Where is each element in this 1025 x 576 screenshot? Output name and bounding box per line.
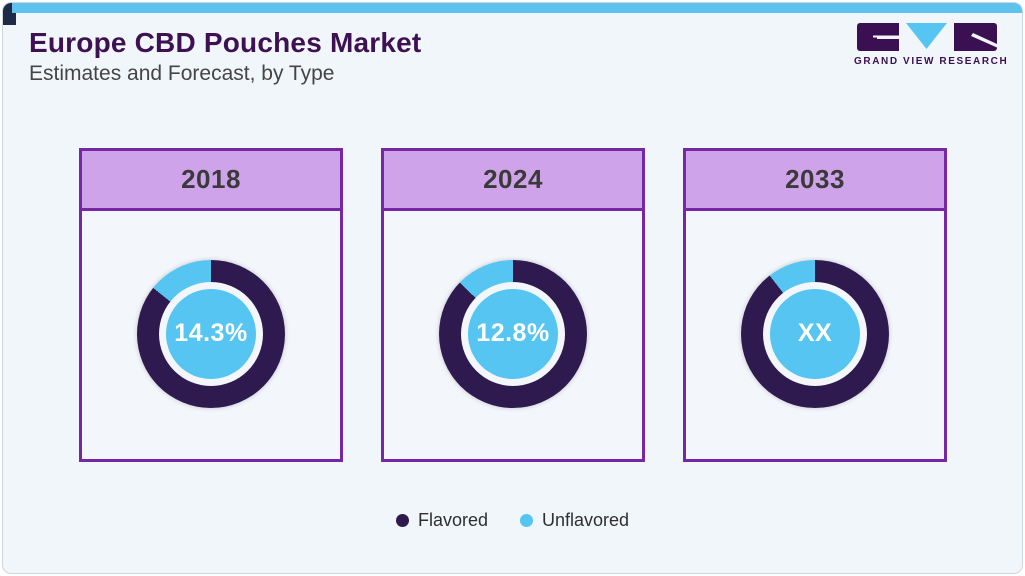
chart-legend: Flavored Unflavored — [3, 510, 1022, 531]
year-card-2024: 2024 12.8% — [381, 148, 645, 462]
donut-center-circle: 14.3% — [166, 288, 256, 379]
donut-chart-2033: XX — [741, 259, 889, 408]
year-card-body-2018: 14.3% — [82, 211, 340, 456]
year-card-body-2024: 12.8% — [384, 211, 642, 456]
donut-center-circle: XX — [770, 288, 860, 379]
donut-center-value: XX — [797, 319, 833, 347]
year-label: 2024 — [483, 164, 543, 194]
gvr-logo-text: GRAND VIEW RESEARCH — [854, 56, 1009, 67]
legend-dot-unflavored — [519, 514, 533, 527]
legend-item-flavored: Flavored — [395, 510, 488, 531]
year-card-2033: 2033 XX — [683, 148, 947, 462]
gvr-logo-icon — [857, 23, 997, 51]
donut-chart-2024: 12.8% — [439, 259, 587, 408]
page-subtitle: Estimates and Forecast, by Type — [29, 62, 335, 85]
year-card-header-2033: 2033 — [686, 151, 944, 211]
gvr-logo: GRAND VIEW RESEARCH — [854, 23, 1009, 67]
topbar-accent — [12, 3, 1022, 13]
year-cards: 2018 14.3% 2024 12.8% — [79, 148, 947, 462]
year-card-body-2033: XX — [686, 211, 944, 456]
year-label: 2018 — [181, 164, 241, 194]
year-card-2018: 2018 14.3% — [79, 148, 343, 462]
donut-center-circle: 12.8% — [468, 288, 558, 379]
legend-label-unflavored: Unflavored — [541, 510, 630, 530]
header: Europe CBD Pouches Market Estimates and … — [29, 27, 996, 86]
year-card-header-2018: 2018 — [82, 151, 340, 211]
donut-center-value: 12.8% — [476, 319, 550, 347]
legend-item-unflavored: Unflavored — [519, 510, 630, 531]
legend-dot-flavored — [395, 514, 409, 527]
year-label: 2033 — [785, 164, 845, 194]
donut-center-value: 14.3% — [174, 319, 248, 347]
legend-label-flavored: Flavored — [417, 510, 488, 530]
year-card-header-2024: 2024 — [384, 151, 642, 211]
page-title: Europe CBD Pouches Market — [29, 27, 422, 58]
donut-chart-2018: 14.3% — [137, 259, 285, 408]
